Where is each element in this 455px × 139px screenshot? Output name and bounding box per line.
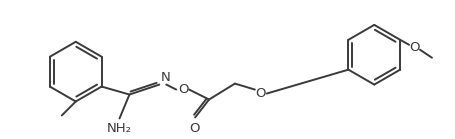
Text: O: O — [189, 122, 199, 135]
Text: O: O — [256, 87, 266, 100]
Text: N: N — [160, 71, 170, 84]
Text: O: O — [409, 41, 420, 54]
Text: NH₂: NH₂ — [107, 122, 132, 135]
Text: O: O — [178, 83, 188, 96]
